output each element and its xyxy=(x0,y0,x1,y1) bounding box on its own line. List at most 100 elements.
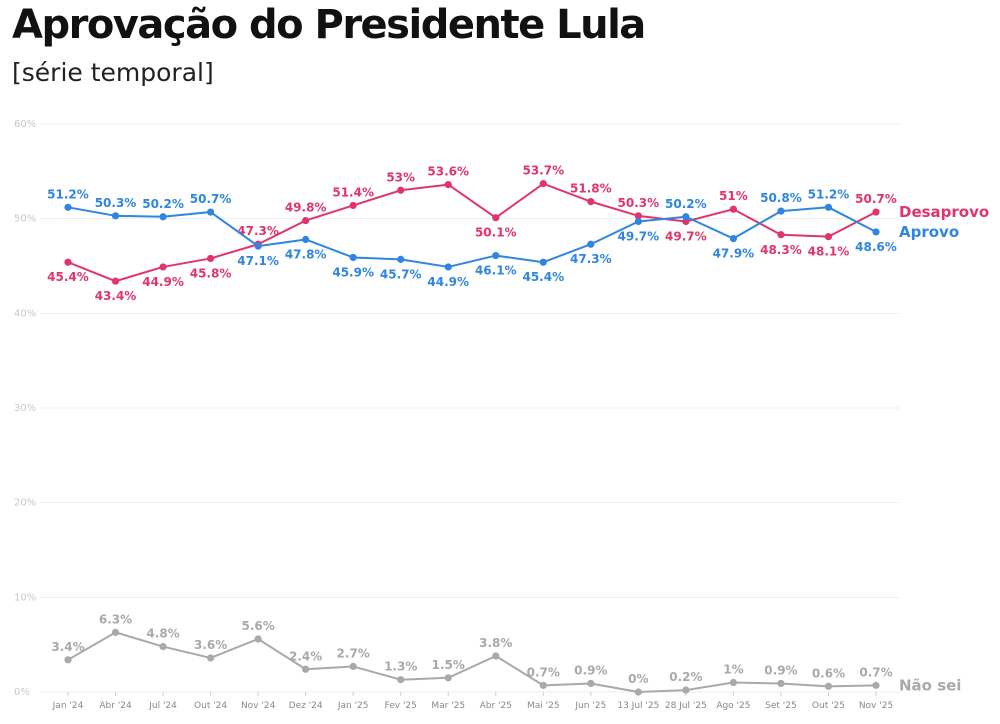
y-tick-label: 20% xyxy=(14,498,36,509)
x-tick-label: Dez '24 xyxy=(289,701,323,711)
data-label-nao_sei: 3.4% xyxy=(51,640,84,654)
data-label-aprovo: 46.1% xyxy=(475,264,517,278)
data-label-desaprovo: 44.9% xyxy=(142,275,184,289)
data-point-aprovo xyxy=(729,234,738,243)
data-point-nao_sei xyxy=(492,652,500,660)
x-tick-label: Jan '25 xyxy=(337,701,369,711)
data-label-desaprovo: 48.3% xyxy=(760,243,802,257)
data-label-aprovo: 47.3% xyxy=(570,252,612,266)
data-point-desaprovo xyxy=(634,212,642,220)
data-point-nao_sei xyxy=(587,679,595,688)
data-label-aprovo: 48.6% xyxy=(855,240,897,254)
legend-label-nao_sei: Não sei xyxy=(899,676,961,694)
x-tick-label: Abr '25 xyxy=(480,701,512,711)
data-point-aprovo xyxy=(824,203,833,211)
series-line-desaprovo xyxy=(67,182,877,283)
data-label-nao_sei: 1.3% xyxy=(384,660,417,674)
data-label-nao_sei: 4.8% xyxy=(146,627,179,641)
data-label-nao_sei: 6.3% xyxy=(99,612,132,626)
x-tick-label: Out '25 xyxy=(812,701,845,711)
y-tick-label: 40% xyxy=(14,308,36,319)
data-label-desaprovo: 45.8% xyxy=(190,266,232,280)
data-label-desaprovo: 49.7% xyxy=(665,230,707,244)
data-label-nao_sei: 1.5% xyxy=(432,658,465,672)
x-tick-label: Jan '24 xyxy=(52,701,84,711)
data-label-nao_sei: 2.4% xyxy=(289,649,322,663)
x-tick-label: Fev '25 xyxy=(385,701,417,711)
data-point-aprovo xyxy=(539,258,547,266)
data-point-desaprovo xyxy=(872,208,880,216)
data-point-desaprovo xyxy=(444,180,452,189)
data-label-nao_sei: 5.6% xyxy=(241,619,274,633)
data-label-desaprovo: 50.7% xyxy=(855,192,897,206)
chart-subtitle: [série temporal] xyxy=(12,58,214,87)
data-point-nao_sei xyxy=(682,686,690,694)
data-point-desaprovo xyxy=(64,258,72,266)
data-point-desaprovo xyxy=(206,254,215,263)
data-label-nao_sei: 0.9% xyxy=(764,663,797,677)
x-tick-label: 28 Jul '25 xyxy=(665,701,707,711)
data-point-aprovo xyxy=(872,228,880,236)
data-point-nao_sei xyxy=(539,681,547,689)
x-tick-label: Jul '24 xyxy=(148,701,177,711)
data-point-desaprovo xyxy=(111,277,120,285)
data-point-nao_sei xyxy=(206,654,215,662)
legend-label-desaprovo: Desaprovo xyxy=(899,203,989,221)
data-point-nao_sei xyxy=(254,635,262,643)
data-label-aprovo: 51.2% xyxy=(808,187,850,201)
data-label-nao_sei: 3.6% xyxy=(194,638,227,652)
x-tick-label: Ago '25 xyxy=(716,701,750,711)
data-point-nao_sei xyxy=(159,642,167,651)
data-point-aprovo xyxy=(349,253,357,262)
data-label-nao_sei: 0.2% xyxy=(669,670,702,684)
data-point-aprovo xyxy=(159,213,167,221)
x-tick-label: Mai '25 xyxy=(527,701,560,711)
data-point-desaprovo xyxy=(824,233,833,241)
data-point-nao_sei xyxy=(349,662,357,671)
chart-title: Aprovação do Presidente Lula xyxy=(12,2,646,48)
data-point-desaprovo xyxy=(492,214,500,222)
data-label-nao_sei: 0.9% xyxy=(574,663,607,677)
data-label-desaprovo: 50.3% xyxy=(618,196,660,210)
data-point-desaprovo xyxy=(159,263,167,271)
x-tick-label: Nov '24 xyxy=(241,701,276,711)
data-label-aprovo: 47.8% xyxy=(285,247,327,261)
data-point-nao_sei xyxy=(302,665,310,673)
data-label-nao_sei: 0.6% xyxy=(812,666,845,680)
data-point-aprovo xyxy=(444,263,452,271)
data-label-desaprovo: 47.3% xyxy=(237,224,279,238)
data-point-aprovo xyxy=(206,208,215,216)
data-point-desaprovo xyxy=(729,205,738,213)
data-label-desaprovo: 51.8% xyxy=(570,182,612,196)
data-point-aprovo xyxy=(64,203,72,211)
data-label-aprovo: 45.4% xyxy=(522,270,564,284)
data-point-desaprovo xyxy=(587,198,595,206)
data-label-nao_sei: 0% xyxy=(628,672,648,686)
legend-label-aprovo: Aprovo xyxy=(899,223,959,241)
data-point-aprovo xyxy=(254,242,262,250)
x-tick-label: 13 Jul '25 xyxy=(617,701,659,711)
data-label-aprovo: 50.2% xyxy=(142,197,184,211)
series-line-aprovo xyxy=(67,206,877,268)
data-label-desaprovo: 51% xyxy=(719,189,748,203)
data-point-desaprovo xyxy=(397,186,405,194)
data-point-nao_sei xyxy=(64,656,72,664)
data-point-aprovo xyxy=(397,255,405,263)
data-label-nao_sei: 2.7% xyxy=(337,646,370,660)
y-tick-label: 0% xyxy=(14,687,30,698)
data-point-desaprovo xyxy=(777,231,785,239)
x-tick-label: Mar '25 xyxy=(431,701,465,711)
data-label-aprovo: 47.9% xyxy=(713,247,755,261)
data-label-desaprovo: 43.4% xyxy=(95,289,137,303)
data-point-aprovo xyxy=(492,251,500,260)
data-label-aprovo: 49.7% xyxy=(618,230,660,244)
data-label-aprovo: 50.3% xyxy=(95,196,137,210)
data-label-aprovo: 45.9% xyxy=(332,265,374,279)
data-label-desaprovo: 53% xyxy=(386,170,415,184)
data-label-nao_sei: 0.7% xyxy=(527,665,560,679)
data-point-nao_sei xyxy=(777,679,785,688)
data-label-aprovo: 47.1% xyxy=(237,254,279,268)
data-point-nao_sei xyxy=(634,688,642,696)
x-tick-label: Set '25 xyxy=(765,701,797,711)
